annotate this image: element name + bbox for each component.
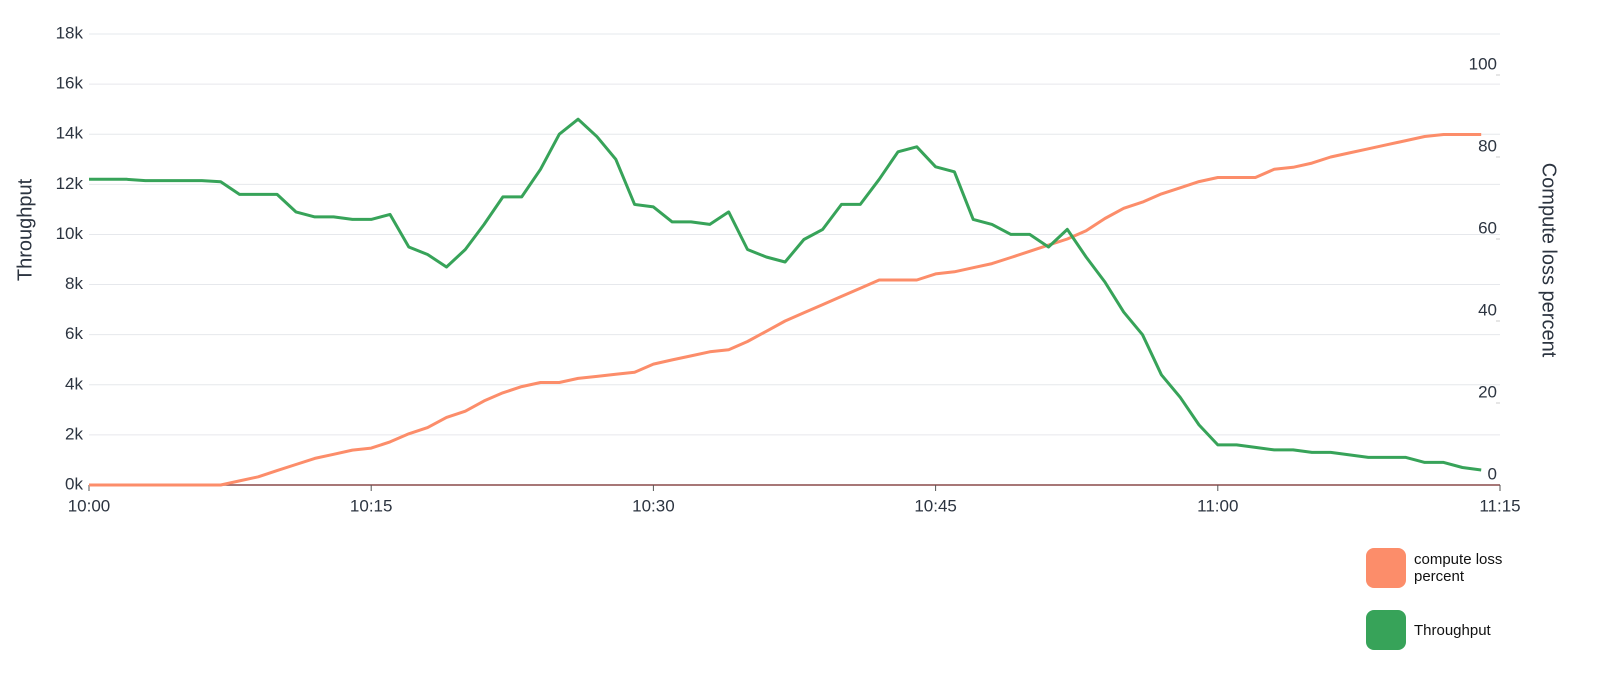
- y2-tick-label: 20: [1478, 382, 1497, 401]
- y2-tick-label: 40: [1478, 300, 1497, 319]
- legend-label: Throughput: [1414, 621, 1491, 639]
- legend-label: compute loss percent: [1414, 551, 1503, 585]
- series-line: [89, 133, 1482, 487]
- legend-item[interactable]: Throughput: [1366, 610, 1524, 650]
- y-tick-label: 12k: [56, 174, 84, 193]
- y-tick-label: 6k: [65, 324, 83, 343]
- y-axis-title: Throughput: [14, 178, 36, 281]
- x-tick-label: 10:45: [914, 496, 957, 515]
- y-tick-label: 14k: [56, 124, 84, 143]
- y-tick-label: 8k: [65, 274, 83, 293]
- y2-tick-label: 60: [1478, 218, 1497, 237]
- y2-tick-label: 0: [1488, 464, 1497, 483]
- series-line: [89, 117, 1482, 472]
- legend-swatch: [1366, 610, 1406, 650]
- y2-tick-label: 100: [1469, 54, 1497, 73]
- x-tick-label: 10:30: [632, 496, 675, 515]
- y-tick-label: 18k: [56, 23, 84, 42]
- y-tick-label: 0k: [65, 474, 83, 493]
- x-tick-label: 10:15: [350, 496, 393, 515]
- x-tick-label: 11:00: [1197, 496, 1238, 515]
- x-tick-label: 11:15: [1479, 496, 1520, 515]
- legend-swatch: [1366, 548, 1406, 588]
- y2-tick-label: 80: [1478, 136, 1497, 155]
- y-tick-label: 4k: [65, 374, 83, 393]
- y2-axis-title: Compute loss percent: [1538, 163, 1560, 358]
- y-tick-label: 16k: [56, 74, 84, 93]
- legend-item[interactable]: compute loss percent: [1366, 548, 1524, 588]
- y-tick-label: 10k: [56, 224, 84, 243]
- y-tick-label: 2k: [65, 424, 83, 443]
- x-tick-label: 10:00: [68, 496, 111, 515]
